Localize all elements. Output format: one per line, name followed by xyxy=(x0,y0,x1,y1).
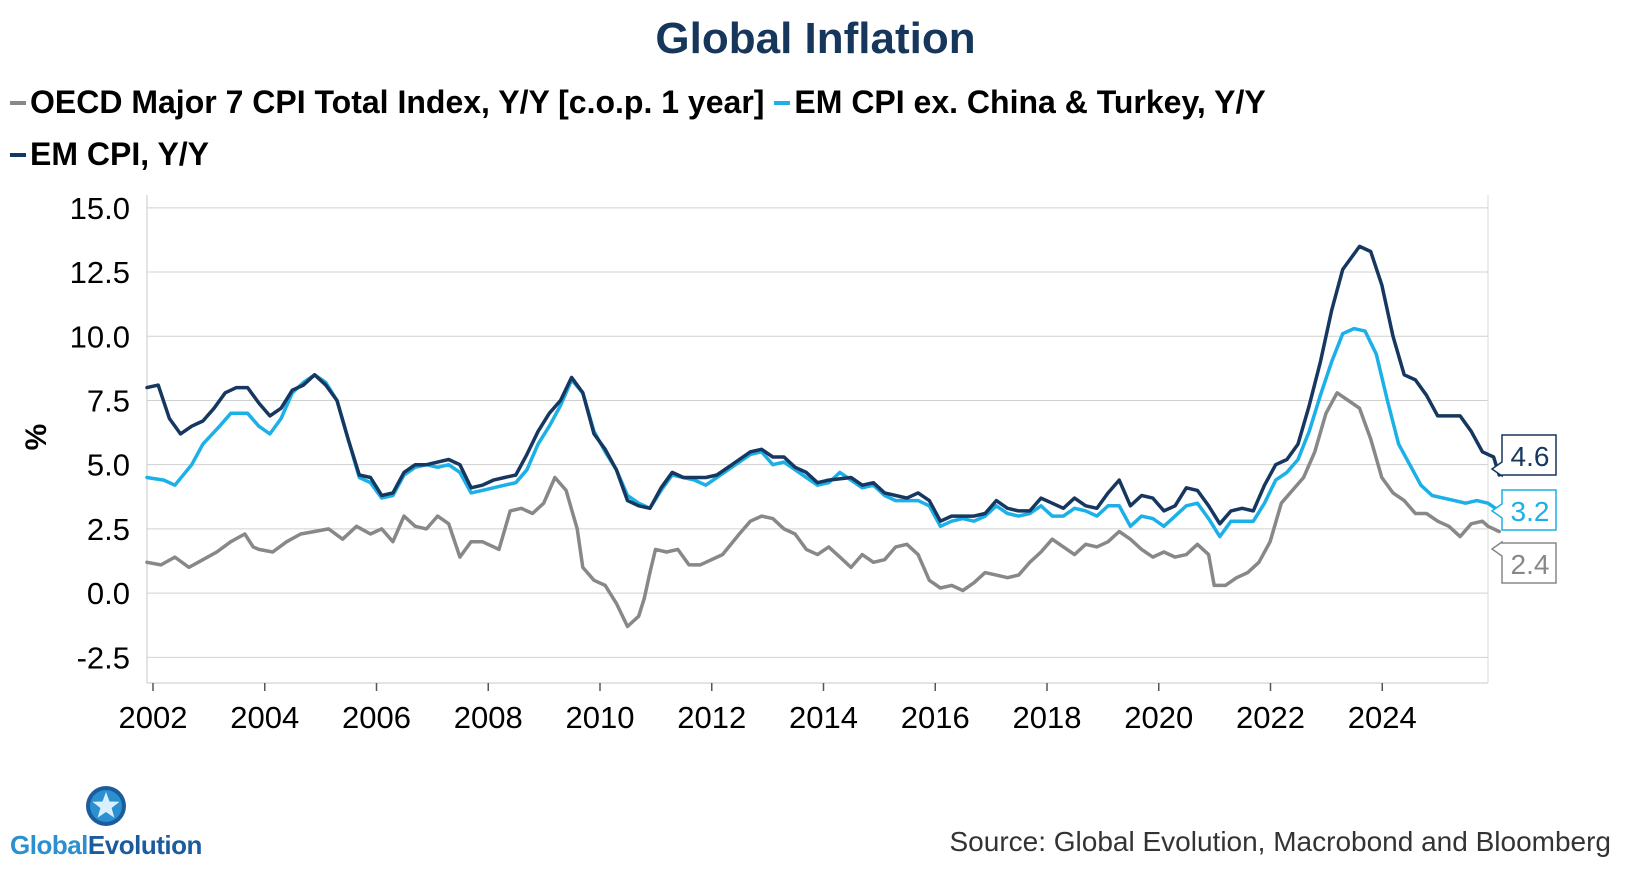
star-icon xyxy=(85,786,126,826)
end-label-box xyxy=(1490,540,1557,584)
series-line-1 xyxy=(145,326,1501,539)
x-tick-label: 2020 xyxy=(1124,700,1193,735)
legend-swatch-em xyxy=(10,152,26,157)
axes: 15.0 12.5 10.0 7.5 5.0 2.5 0.0 -2.5 2002 2004 2006… xyxy=(20,191,1489,735)
x-tick-label: 2016 xyxy=(901,700,970,735)
legend-label-em-ex: EM CPI ex. China & Turkey, Y/Y xyxy=(794,84,1266,120)
legend-item-em-ex[interactable]: EM CPI ex. China & Turkey, Y/Y xyxy=(774,84,1266,121)
y-tick-label: 15.0 xyxy=(70,191,130,226)
end-label-0: 2.4 xyxy=(1490,540,1557,584)
y-tick-label: 0.0 xyxy=(87,576,130,611)
end-value-labels: 4.6 3.2 2.4 xyxy=(1490,434,1557,584)
legend-swatch-oecd xyxy=(10,100,26,105)
x-tick-label: 2022 xyxy=(1236,700,1305,735)
y-tick-label: 5.0 xyxy=(87,448,130,483)
legend-row-2: EM CPI, Y/Y xyxy=(10,136,209,173)
logo-text: GlobalEvolution xyxy=(10,830,202,861)
end-label-text: 2.4 xyxy=(1511,549,1550,580)
legend-label-oecd: OECD Major 7 CPI Total Index, Y/Y [c.o.p… xyxy=(30,84,765,120)
source-note: Source: Global Evolution, Macrobond and … xyxy=(949,826,1612,857)
global-evolution-logo: GlobalEvolution xyxy=(10,784,202,861)
logo-text-part2: Evolution xyxy=(87,830,202,860)
legend-item-em[interactable]: EM CPI, Y/Y xyxy=(10,136,209,173)
x-tick-label: 2010 xyxy=(566,700,635,735)
end-label-1: 3.2 xyxy=(1490,489,1557,531)
y-tick-label: 7.5 xyxy=(87,383,130,418)
y-tick-label: 12.5 xyxy=(70,255,130,290)
x-tick-label: 2006 xyxy=(342,700,411,735)
x-tick-label: 2014 xyxy=(789,700,858,735)
end-label-text: 3.2 xyxy=(1511,496,1550,527)
y-tick-label: 10.0 xyxy=(70,319,130,354)
end-label-2: 4.6 xyxy=(1490,434,1557,478)
x-tick-label: 2002 xyxy=(119,700,188,735)
gridlines xyxy=(147,207,1488,658)
legend-item-oecd[interactable]: OECD Major 7 CPI Total Index, Y/Y [c.o.p… xyxy=(10,84,764,121)
logo-text-part1: Global xyxy=(10,830,88,860)
x-tick-label: 2008 xyxy=(454,700,523,735)
end-label-box xyxy=(1490,434,1557,478)
y-tick-label: -2.5 xyxy=(77,640,130,675)
x-tick-label: 2024 xyxy=(1348,700,1417,735)
y-tick-label: 2.5 xyxy=(87,512,130,547)
end-label-box xyxy=(1490,489,1557,531)
x-tick-label: 2018 xyxy=(1013,700,1082,735)
x-tick-label: 2012 xyxy=(677,700,746,735)
legend-label-em: EM CPI, Y/Y xyxy=(30,136,210,172)
series-lines xyxy=(145,244,1501,629)
series-line-0 xyxy=(145,391,1501,629)
series-line-2 xyxy=(145,244,1501,526)
legend-swatch-em-ex xyxy=(774,100,791,105)
legend-row-1: OECD Major 7 CPI Total Index, Y/Y [c.o.p… xyxy=(10,84,1266,121)
y-axis-title: % xyxy=(20,424,53,451)
end-label-text: 4.6 xyxy=(1511,441,1550,472)
x-tick-label: 2004 xyxy=(230,700,299,735)
chart-title: Global Inflation xyxy=(655,14,976,63)
